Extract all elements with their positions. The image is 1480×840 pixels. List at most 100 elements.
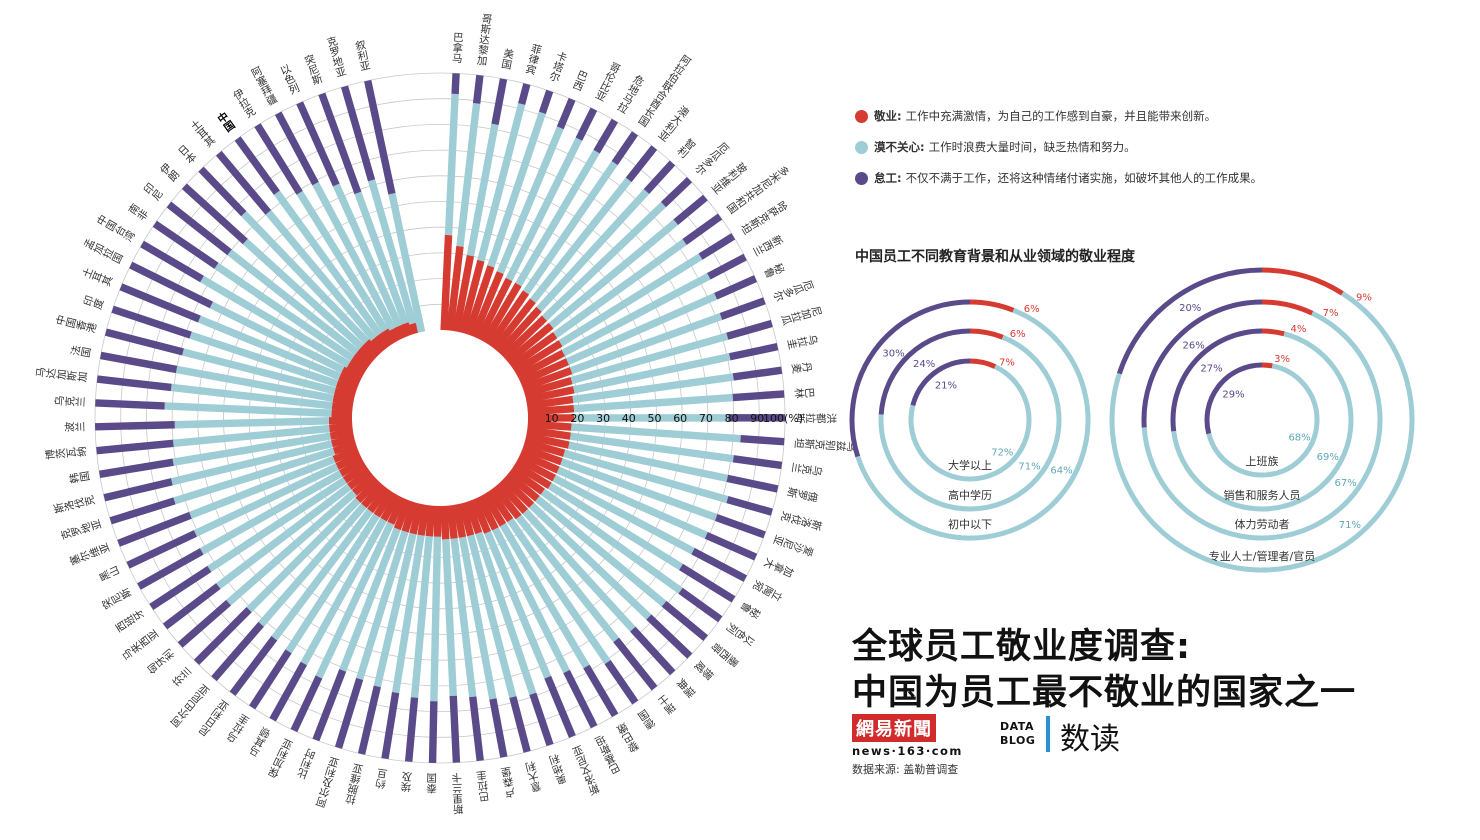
bar-engaged-84 bbox=[395, 324, 408, 340]
bar-engaged-75 bbox=[346, 361, 366, 377]
bar-not-engaged-86 bbox=[367, 179, 417, 325]
bar-not-engaged-9 bbox=[530, 177, 632, 303]
country-label-83: 阿塞拜疆 bbox=[249, 65, 280, 108]
bar-not-engaged-72 bbox=[189, 331, 339, 388]
bar-disengaged-65 bbox=[99, 458, 174, 478]
ring-2-2-name: 体力劳动者 bbox=[1235, 517, 1290, 531]
country-label-22: 洪都拉斯 bbox=[794, 412, 837, 424]
ring-1-0-engaged bbox=[969, 358, 997, 369]
bar-engaged-24 bbox=[526, 426, 571, 440]
bar-disengaged-27 bbox=[714, 514, 766, 539]
bar-disengaged-47 bbox=[381, 692, 400, 760]
main-title-line2: 中国为员工最不敬业的国家之一 bbox=[852, 673, 1357, 713]
bar-engaged-37 bbox=[481, 491, 507, 527]
bar-not-engaged-48 bbox=[373, 532, 417, 688]
bar-disengaged-31 bbox=[678, 587, 723, 623]
bar-disengaged-24 bbox=[732, 455, 783, 470]
country-label-43: 巴拉圭 bbox=[475, 770, 491, 803]
bar-disengaged-3 bbox=[518, 83, 531, 105]
bar-engaged-5 bbox=[470, 271, 504, 339]
country-label-12: 玻利维亚 bbox=[709, 159, 750, 196]
bar-engaged-62 bbox=[332, 446, 360, 463]
ring-1-1-not-engaged bbox=[878, 334, 1062, 512]
country-label-40: 奥地利 bbox=[548, 753, 570, 787]
bar-engaged-78 bbox=[358, 344, 378, 362]
bar-not-engaged-70 bbox=[175, 365, 334, 402]
bar-disengaged-70 bbox=[100, 351, 178, 374]
ring-2-3-name: 专业人士/管理者/官员 bbox=[1209, 549, 1315, 563]
ring-1-0-name: 大学以上 bbox=[948, 458, 992, 472]
bar-engaged-63 bbox=[332, 440, 358, 455]
bar-disengaged-6 bbox=[575, 107, 598, 141]
bar-not-engaged-35 bbox=[515, 514, 620, 643]
bar-disengaged-79 bbox=[198, 166, 247, 217]
axis-tick-7: 80 bbox=[725, 412, 739, 425]
bar-not-engaged-32 bbox=[535, 495, 667, 607]
bar-not-engaged-38 bbox=[492, 527, 570, 674]
bar-not-engaged-37 bbox=[499, 522, 590, 669]
ring-1-1-engaged-label: 6% bbox=[1010, 329, 1026, 340]
country-label-33: 挪威 bbox=[692, 658, 717, 682]
bar-not-engaged-49 bbox=[356, 530, 409, 681]
country-label-38: 巴基斯坦 bbox=[593, 733, 623, 776]
bar-engaged-66 bbox=[329, 422, 353, 433]
country-label-16: 秘鲁 bbox=[762, 260, 787, 280]
bar-not-engaged-42 bbox=[458, 536, 497, 700]
bar-disengaged-81 bbox=[234, 136, 280, 195]
ring-2-0-engaged-label: 3% bbox=[1274, 354, 1290, 365]
bar-engaged-55 bbox=[361, 482, 386, 509]
bar-disengaged-29 bbox=[691, 547, 748, 582]
bar-engaged-1 bbox=[446, 245, 464, 332]
section-title: 中国员工不同教育背景和从业领域的敬业程度 bbox=[855, 249, 1135, 265]
bar-engaged-86 bbox=[409, 322, 420, 335]
bar-not-engaged-11 bbox=[541, 201, 667, 321]
bar-not-engaged-24 bbox=[569, 432, 734, 463]
bar-engaged-27 bbox=[521, 444, 563, 466]
ring-1-0-disengaged-label: 21% bbox=[935, 380, 957, 391]
bar-disengaged-82 bbox=[254, 123, 303, 195]
bar-not-engaged-74 bbox=[209, 301, 345, 374]
ring-2-1-engaged-label: 4% bbox=[1291, 324, 1307, 335]
bar-disengaged-1 bbox=[472, 74, 484, 104]
ring-1-1-engaged bbox=[969, 328, 1004, 340]
bar-engaged-30 bbox=[512, 461, 552, 490]
bar-not-engaged-45 bbox=[430, 536, 442, 702]
axis-tick-2: 30 bbox=[596, 412, 610, 425]
bar-engaged-21 bbox=[527, 404, 575, 416]
bar-engaged-13 bbox=[509, 332, 558, 370]
country-label-31: 以色列 bbox=[724, 620, 757, 649]
ring-1-0-disengaged bbox=[910, 358, 971, 406]
bar-disengaged-21 bbox=[732, 390, 785, 402]
bar-not-engaged-52 bbox=[300, 517, 387, 666]
country-label-58: 马来西亚 bbox=[120, 628, 161, 663]
bar-not-engaged-4 bbox=[487, 111, 546, 268]
legend-not-engaged: 漠不关心: 工作时浪费大量时间，缺乏热情和努力。 bbox=[855, 139, 1136, 155]
country-label-81: 中国 bbox=[214, 109, 237, 134]
country-label-39: 斯洛文尼亚 bbox=[571, 744, 603, 798]
bar-not-engaged-2 bbox=[466, 123, 499, 257]
bar-not-engaged-19 bbox=[573, 353, 731, 394]
bar-not-engaged-27 bbox=[560, 458, 718, 522]
bar-not-engaged-10 bbox=[536, 189, 650, 312]
bar-disengaged-78 bbox=[181, 183, 248, 245]
country-label-47: 约旦 bbox=[374, 768, 389, 791]
ring-1-0-not-engaged bbox=[908, 364, 1032, 482]
country-label-57: 匈牙利 bbox=[144, 647, 176, 677]
bar-engaged-35 bbox=[491, 484, 522, 520]
bar-engaged-50 bbox=[393, 498, 412, 531]
bar-not-engaged-50 bbox=[339, 527, 401, 672]
ring-2-3-not-engaged bbox=[1109, 291, 1415, 573]
bar-disengaged-28 bbox=[704, 531, 758, 561]
country-label-3: 菲律宾 bbox=[523, 42, 543, 76]
bar-not-engaged-64 bbox=[170, 440, 333, 486]
bar-disengaged-68 bbox=[95, 399, 165, 410]
bar-not-engaged-65 bbox=[172, 432, 331, 466]
bar-not-engaged-7 bbox=[515, 149, 600, 287]
country-label-53: 乌拉圭 bbox=[224, 713, 252, 747]
bar-disengaged-64 bbox=[103, 478, 173, 502]
country-label-87: 叙利亚 bbox=[353, 38, 371, 72]
bar-disengaged-56 bbox=[193, 607, 252, 666]
bar-not-engaged-61 bbox=[193, 463, 339, 537]
bar-disengaged-42 bbox=[489, 698, 508, 758]
ring-1-2-disengaged bbox=[849, 299, 971, 458]
